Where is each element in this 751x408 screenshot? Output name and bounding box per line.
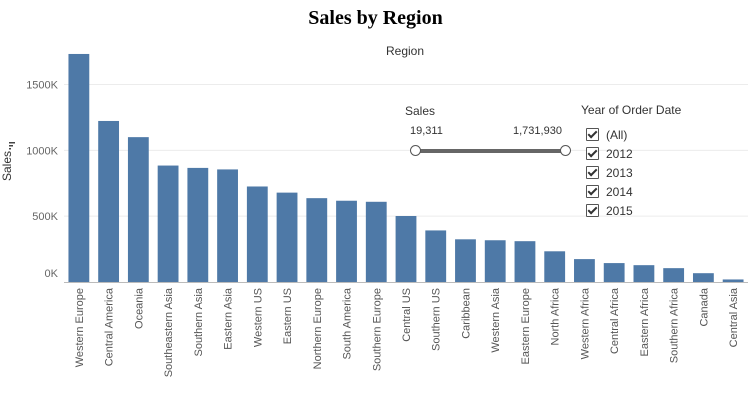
bar[interactable] xyxy=(544,251,566,282)
x-tick-label: Western Asia xyxy=(490,287,502,352)
range-min-value: 19,311 xyxy=(410,125,443,137)
bar[interactable] xyxy=(217,169,238,282)
year-checkbox-row[interactable]: 2015 xyxy=(586,201,746,220)
checkbox-checked[interactable] xyxy=(586,166,599,179)
x-tick-label: Southern Africa xyxy=(669,287,681,363)
sales-range-filter: Sales 19,311 1,731,930 xyxy=(405,100,585,170)
year-checkbox-label: 2014 xyxy=(606,184,633,199)
bar[interactable] xyxy=(187,167,209,282)
range-slider-min-handle[interactable] xyxy=(410,145,421,156)
column-header: Region xyxy=(385,44,425,58)
x-axis-ticks: Western Europe Central America Oceania Sout… xyxy=(74,287,740,377)
range-slider-track[interactable] xyxy=(415,149,565,153)
bar[interactable] xyxy=(365,201,387,282)
x-tick-label: South America xyxy=(342,287,354,359)
bar[interactable] xyxy=(484,240,506,282)
y-tick-label: 0K xyxy=(45,268,59,280)
bar[interactable] xyxy=(514,241,536,282)
bar[interactable] xyxy=(276,192,298,282)
bars xyxy=(68,53,744,283)
x-tick-label: Western Africa xyxy=(579,287,591,359)
x-tick-label: Central US xyxy=(401,288,413,342)
bar[interactable] xyxy=(574,259,595,282)
x-tick-label: Southern US xyxy=(431,288,443,351)
year-filter: Year of Order Date (All) 2012 2013 2014 2015 xyxy=(581,100,746,220)
x-tick-label: Eastern Asia xyxy=(223,287,235,350)
checkbox-checked[interactable] xyxy=(586,147,599,160)
x-tick-label: Central America xyxy=(104,287,116,366)
x-tick-label: Southern Europe xyxy=(371,288,383,371)
year-checkbox-row[interactable]: 2012 xyxy=(586,144,746,163)
year-filter-title: Year of Order Date xyxy=(581,103,682,117)
bar[interactable] xyxy=(425,230,447,282)
y-axis-label: Sales xyxy=(0,150,14,182)
bar[interactable] xyxy=(722,279,744,282)
range-max-value: 1,731,930 xyxy=(513,125,562,137)
x-tick-label: Northern Europe xyxy=(312,288,324,369)
bar[interactable] xyxy=(246,186,268,282)
year-checkbox-row[interactable]: 2014 xyxy=(586,182,746,201)
year-checkbox-label: 2013 xyxy=(606,165,633,180)
bar[interactable] xyxy=(603,263,625,282)
bar[interactable] xyxy=(336,200,357,282)
chart-title: Sales by Region xyxy=(308,7,443,29)
y-axis-ticks: 0K 500K 1000K 1500K xyxy=(26,80,58,281)
x-tick-label: Southern Asia xyxy=(193,287,205,356)
y-axis-sort-icon[interactable] xyxy=(9,142,15,150)
year-checkbox-label: 2012 xyxy=(606,146,633,161)
x-tick-label: Oceania xyxy=(133,287,145,329)
bar[interactable] xyxy=(663,268,685,282)
x-tick-label: Eastern US xyxy=(282,288,294,344)
x-tick-label: North Africa xyxy=(550,287,562,345)
year-checkbox-label: 2015 xyxy=(606,203,633,218)
x-tick-label: Eastern Europe xyxy=(520,288,532,364)
checkbox-checked[interactable] xyxy=(586,128,599,141)
y-tick-label: 1000K xyxy=(26,145,58,157)
bar[interactable] xyxy=(127,137,149,282)
bar[interactable] xyxy=(395,216,417,282)
checkbox-checked[interactable] xyxy=(586,185,599,198)
x-tick-label: Western Europe xyxy=(74,288,86,367)
year-checkbox-row[interactable]: (All) xyxy=(586,125,746,144)
y-tick-label: 500K xyxy=(32,211,58,223)
x-tick-label: Canada xyxy=(698,287,710,326)
bar[interactable] xyxy=(68,53,90,282)
range-slider-max-handle[interactable] xyxy=(560,145,571,156)
x-tick-label: Western US xyxy=(252,288,264,347)
year-checkbox-label: (All) xyxy=(606,127,628,142)
bar[interactable] xyxy=(633,265,655,282)
x-tick-label: Eastern Africa xyxy=(639,287,651,356)
x-tick-label: Southeastern Asia xyxy=(163,287,175,377)
bar[interactable] xyxy=(455,239,476,282)
bar[interactable] xyxy=(98,120,120,283)
x-tick-label: Central Africa xyxy=(609,287,621,354)
x-tick-label: Central Asia xyxy=(728,287,740,347)
bar[interactable] xyxy=(306,198,328,282)
year-checkbox-row[interactable]: 2013 xyxy=(586,163,746,182)
filter-title: Sales xyxy=(405,104,436,118)
bar[interactable] xyxy=(692,273,714,282)
x-tick-label: Caribbean xyxy=(460,288,472,339)
bar[interactable] xyxy=(157,165,179,282)
checkbox-checked[interactable] xyxy=(586,204,599,217)
y-tick-label: 1500K xyxy=(26,80,58,92)
